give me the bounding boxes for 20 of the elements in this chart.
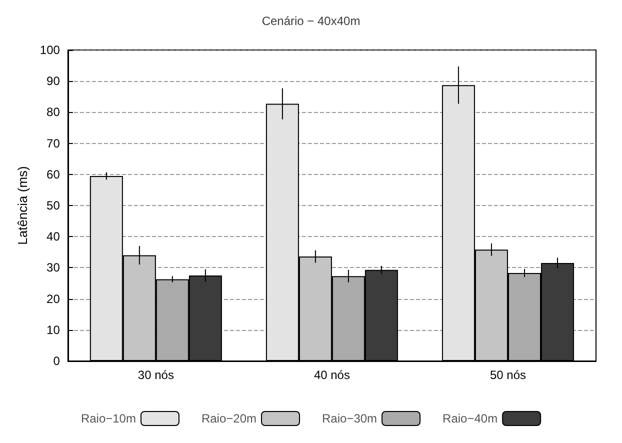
y-tick-label: 0 bbox=[53, 354, 60, 368]
y-tick-label: 60 bbox=[46, 167, 60, 182]
y-tick-label: 30 bbox=[46, 260, 60, 275]
x-tick-label: 50 nós bbox=[490, 368, 526, 382]
legend-label: Raio−40m bbox=[442, 412, 498, 426]
y-tick-label: 80 bbox=[46, 105, 60, 120]
y-tick-label: 100 bbox=[40, 43, 60, 57]
legend-label: Raio−20m bbox=[201, 412, 257, 426]
y-tick-label: 10 bbox=[46, 322, 60, 337]
y-tick-label: 20 bbox=[46, 292, 60, 306]
y-tick-label: 90 bbox=[46, 74, 60, 88]
y-tick-label: 50 bbox=[46, 198, 60, 212]
y-tick-label: 40 bbox=[46, 230, 60, 244]
chart-title: Cenário − 40x40m bbox=[262, 14, 360, 28]
x-tick-label: 40 nós bbox=[314, 368, 350, 382]
x-tick-label: 30 nós bbox=[138, 368, 174, 382]
y-axis-title: Latência (ms) bbox=[15, 166, 30, 245]
y-tick-label: 70 bbox=[46, 136, 60, 150]
legend-label: Raio−30m bbox=[322, 412, 378, 426]
legend-label: Raio−10m bbox=[80, 412, 136, 426]
